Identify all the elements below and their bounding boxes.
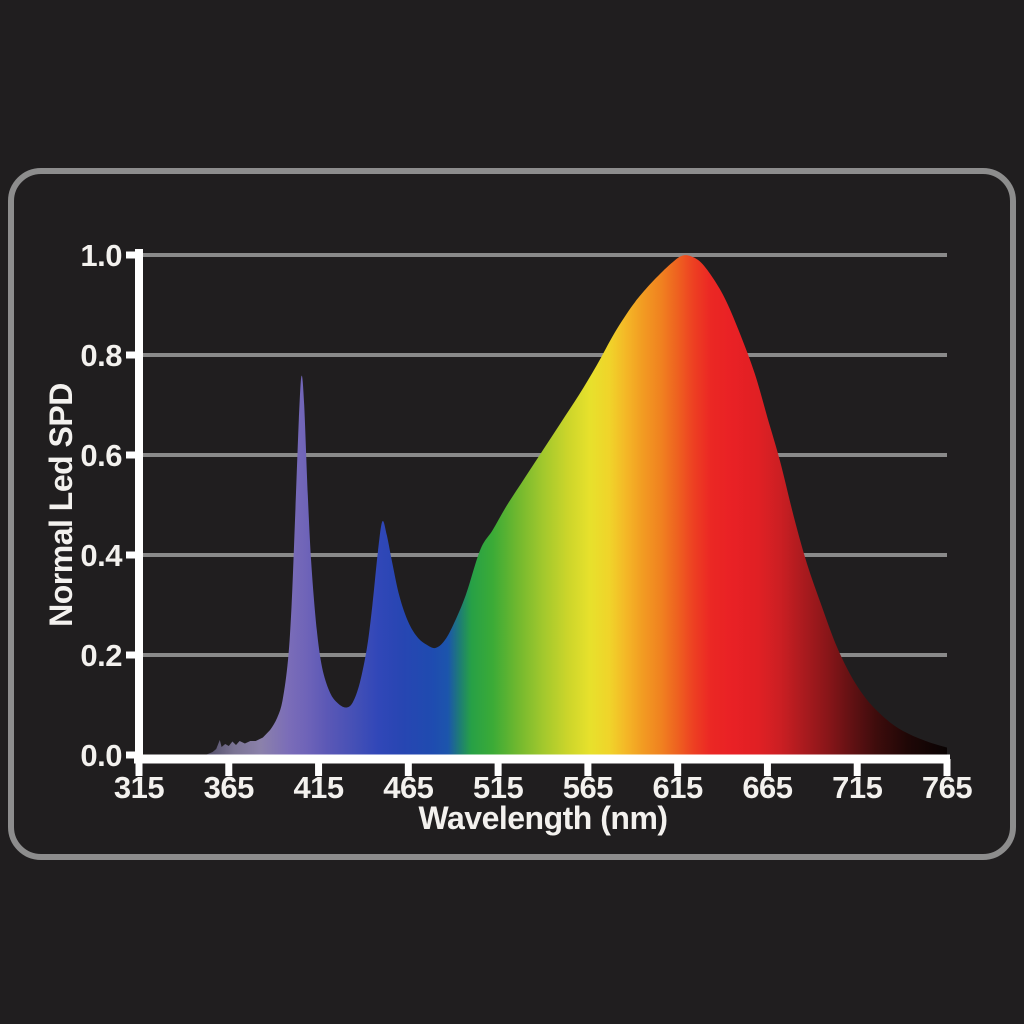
x-tick-label: 465 [383,770,433,805]
x-tick-label: 715 [832,770,882,805]
spd-curve [205,255,947,755]
x-tick-label: 415 [293,770,343,805]
y-tick-label: 0.4 [80,538,123,573]
spd-curve-group [205,255,947,755]
y-tick-label: 0.2 [80,638,122,673]
x-tick-label: 315 [114,770,164,805]
x-tick-label: 515 [473,770,523,805]
x-tick-label: 565 [563,770,613,805]
x-tick-label: 765 [922,770,972,805]
y-tick-label: 0.6 [80,438,122,473]
panel-border [8,168,1016,860]
y-tick-label: 1.0 [80,238,122,273]
x-tick-label: 665 [742,770,792,805]
axes [134,249,950,764]
x-tick-label: 615 [653,770,703,805]
x-tick-label: 365 [204,770,254,805]
y-axis-title: Normal Led SPD [43,383,79,627]
x-axis-title: Wavelength (nm) [418,800,667,836]
y-tick-label: 0.0 [80,738,122,773]
y-tick-label: 0.8 [80,338,122,373]
